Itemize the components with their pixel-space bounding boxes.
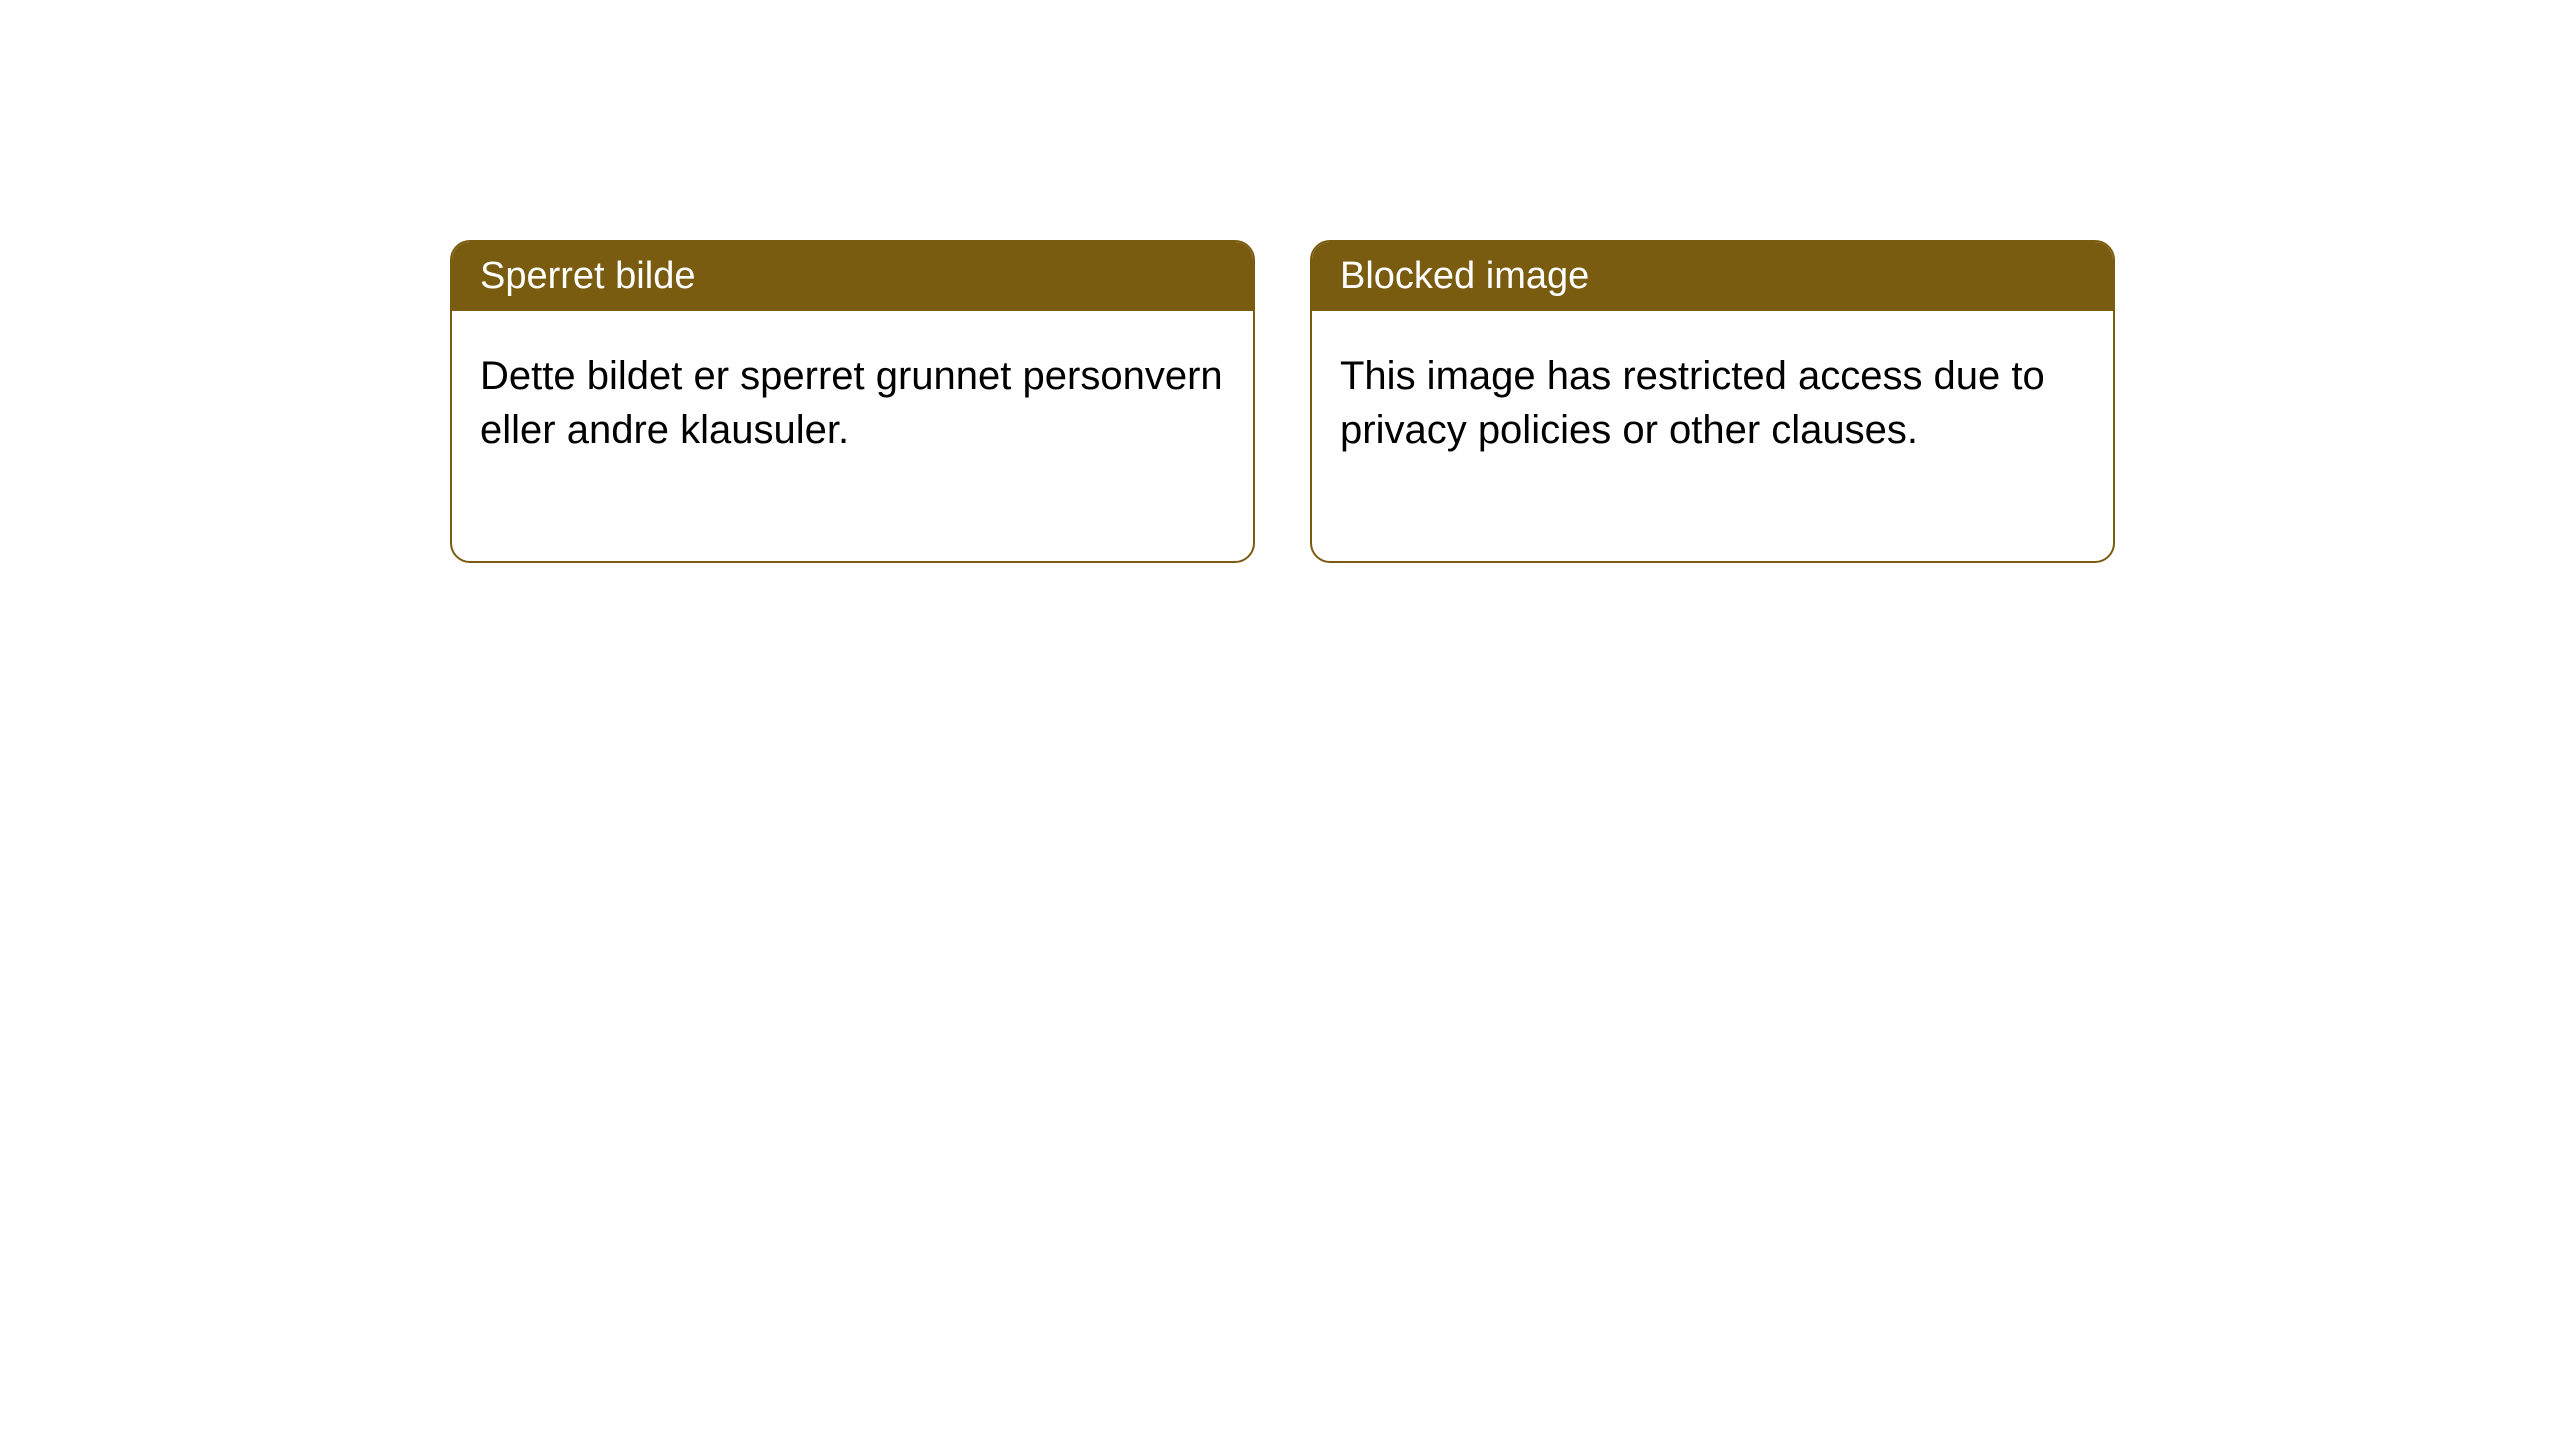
card-message-no: Dette bildet er sperret grunnet personve… (480, 354, 1223, 452)
card-title-en: Blocked image (1340, 255, 1589, 297)
card-title-no: Sperret bilde (480, 255, 695, 297)
card-message-en: This image has restricted access due to … (1340, 354, 2045, 452)
card-body-no: Dette bildet er sperret grunnet personve… (452, 311, 1253, 561)
card-body-en: This image has restricted access due to … (1312, 311, 2113, 561)
notice-container: Sperret bilde Dette bildet er sperret gr… (450, 240, 2115, 563)
blocked-image-card-en: Blocked image This image has restricted … (1310, 240, 2115, 563)
card-header-en: Blocked image (1312, 242, 2113, 311)
blocked-image-card-no: Sperret bilde Dette bildet er sperret gr… (450, 240, 1255, 563)
card-header-no: Sperret bilde (452, 242, 1253, 311)
